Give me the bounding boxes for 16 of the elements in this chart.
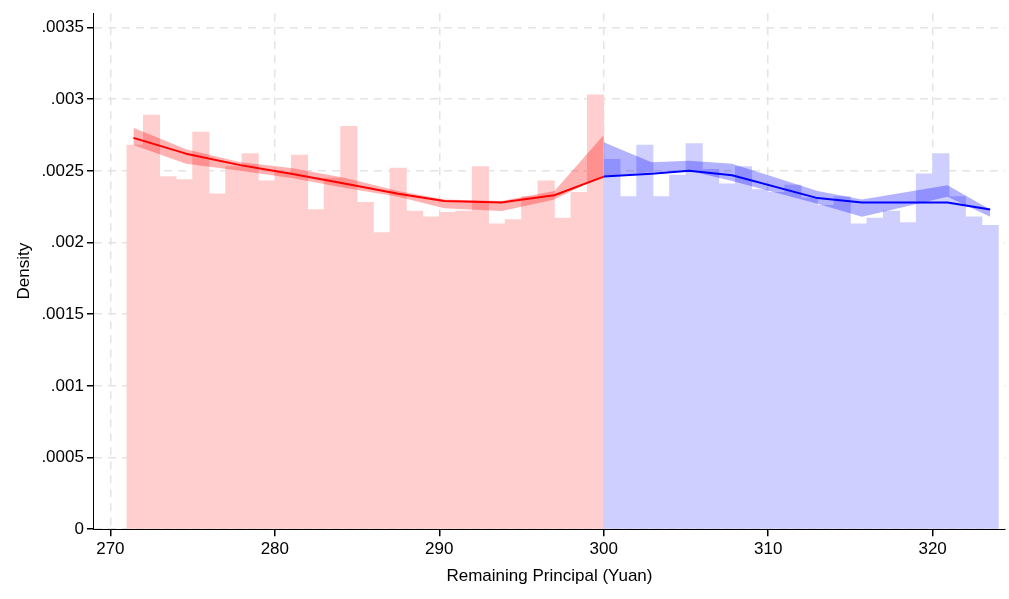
y-tick-label: .001 [50,375,84,395]
x-tick-label: 290 [425,539,454,559]
y-tick-label: .0025 [41,160,84,180]
y-tick-label: 0 [74,518,84,538]
y-tick-label: .002 [50,232,84,252]
y-axis-title: Density [13,242,33,300]
x-tick-label: 270 [96,539,125,559]
x-tick-label: 310 [754,539,783,559]
y-tick-label: .0035 [41,17,84,37]
y-tick-label: .003 [50,88,84,108]
x-tick-label: 280 [260,539,290,559]
y-tick-label: .0015 [41,303,84,323]
x-axis-title: Remaining Principal (Yuan) [446,566,653,586]
x-tick-label: 320 [918,539,947,559]
x-tick-label: 300 [589,539,618,559]
y-tick-label: .0005 [41,447,84,467]
